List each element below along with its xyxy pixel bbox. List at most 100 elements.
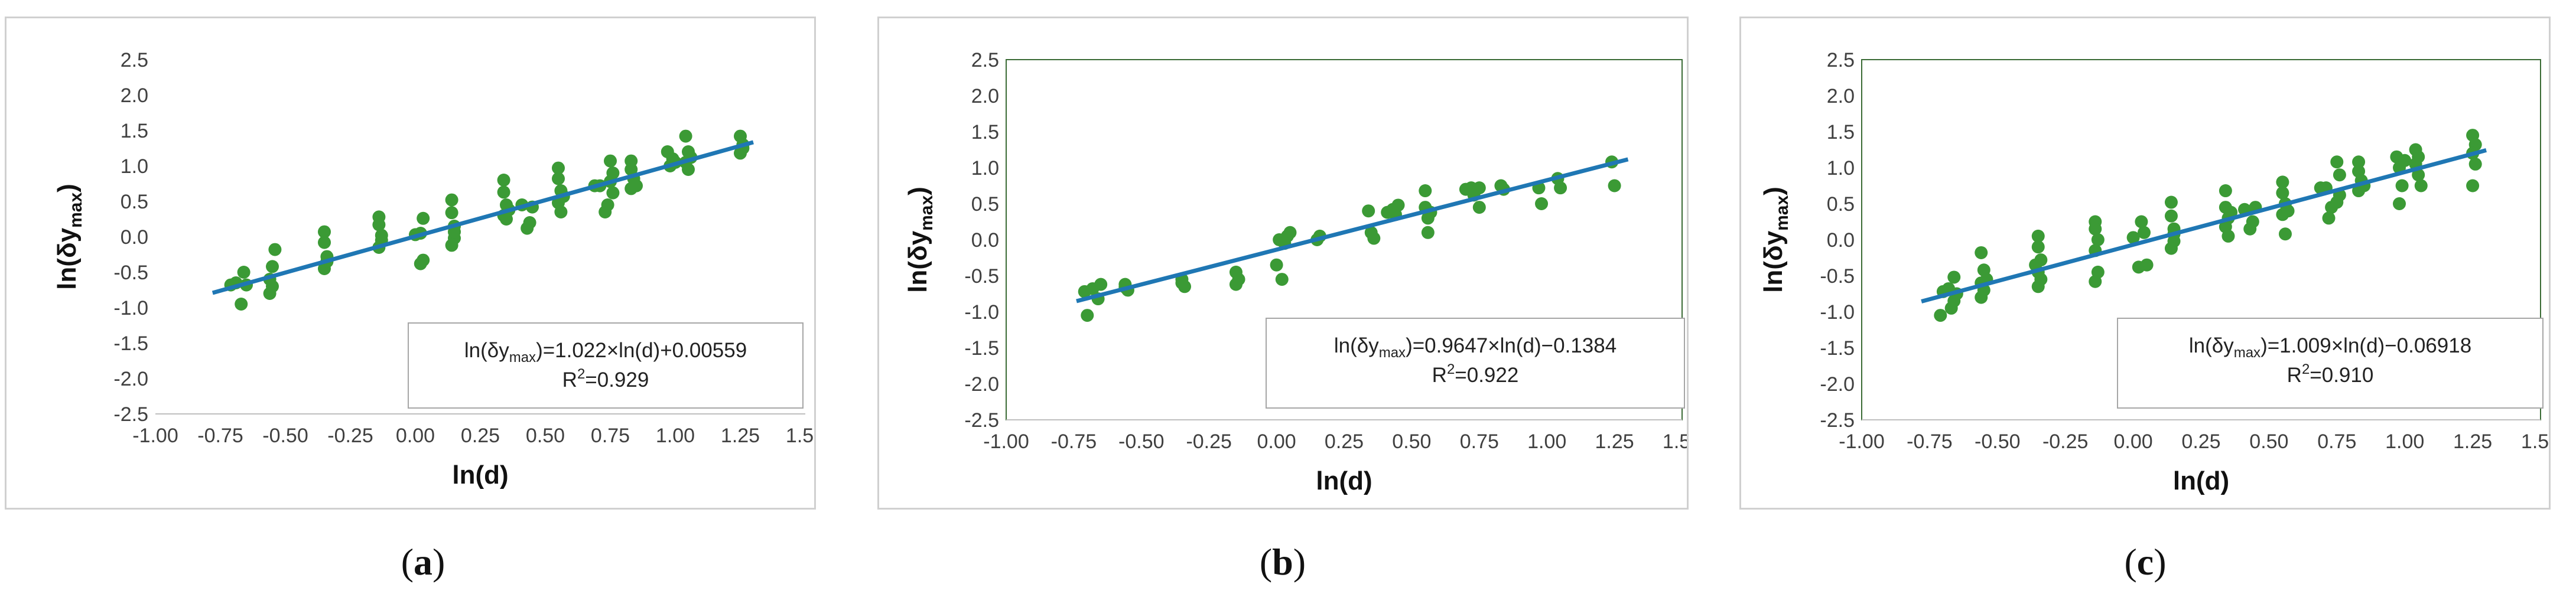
data-point [2091,233,2105,246]
data-point [2164,242,2178,255]
x-axis-title: ln(d) [1316,466,1372,495]
x-tick-label: -0.75 [197,425,243,447]
y-tick-label: -0.5 [1820,265,1855,288]
data-point [1283,226,1297,239]
y-tick-label: -1.0 [964,301,999,324]
data-point [2164,209,2178,223]
y-tick-label: -1.0 [1820,301,1855,324]
equation-box [408,322,804,409]
y-tick-label: -0.5 [964,265,999,288]
equation-lhs: ln(δy [464,339,509,362]
y-axis-title: ln(δymax) [903,187,936,293]
data-point [2222,229,2235,243]
x-tick-label: -0.50 [262,425,308,447]
regression-line [1076,157,1629,304]
data-point [2398,154,2412,167]
chart-panel-a: 2.5 2.0 1.5 1.0 0.5 0.0 -0.5 -1.0 -1.5 -2.0 -2.5 -1… [5,17,816,510]
data-point [1975,291,1988,304]
r-squared: R2=0.922 [1432,361,1519,387]
y-tick-label: 2.0 [1827,85,1855,107]
y-tick-label: 2.5 [1827,49,1855,71]
y-tick-label: 2.0 [121,84,148,107]
data-point [2219,184,2232,198]
data-point [2352,155,2366,169]
y-tick-label: -2.5 [964,409,999,432]
data-point [2412,168,2425,182]
r-squared-sup: 2 [577,366,585,382]
y-tick-label: -1.0 [113,297,148,319]
caption-c: (c) [2124,541,2167,583]
data-point [2322,211,2336,225]
y-tick-label: 2.5 [121,49,148,71]
x-tick-label: -0.25 [2042,430,2089,453]
data-point [1175,276,1189,290]
x-tick-label: 1.25 [1595,430,1634,453]
x-tick-label: 1.25 [2453,430,2492,453]
x-tick-label: -0.75 [1907,430,1953,453]
data-point [601,198,614,211]
data-point [1362,204,1375,218]
data-point [2031,229,2045,243]
regression-line [212,140,754,295]
data-point [630,179,643,192]
y-tick-label: 2.5 [971,49,999,71]
y-tick-label: 2.0 [971,85,999,107]
y-tick-label: 0.0 [971,229,999,252]
x-tick-label: 0.50 [2249,430,2288,453]
r-squared: R2=0.910 [2287,361,2374,387]
x-tick-label: 0.25 [461,425,500,447]
equation-lhs: ln(δy [1334,334,1379,357]
data-point [2140,258,2154,272]
data-point [414,257,427,270]
data-point [2333,168,2346,182]
data-point [1419,184,1432,198]
x-tick-label: 1.25 [721,425,760,447]
data-point [1094,278,1108,291]
y-tick-label: -2.5 [113,403,148,426]
data-point [2031,280,2045,293]
y-axis-title-close: ) [1759,187,1788,195]
data-point [2278,227,2292,241]
y-tick-label: 1.5 [1827,121,1855,143]
data-point [1081,309,1094,322]
x-tick-label: 0.25 [2181,430,2220,453]
r-squared-value: =0.910 [2310,364,2373,387]
r-squared-prefix: R [2287,364,2302,387]
x-tick-label: 0.00 [2114,430,2153,453]
y-tick-label: -1.5 [113,332,148,355]
data-point [318,225,331,239]
data-point [497,185,510,199]
r-squared: R2=0.929 [562,366,649,391]
data-point [1975,246,1988,259]
y-tick-label: 1.5 [121,120,148,142]
data-point [266,280,279,293]
data-point [1554,181,1567,195]
x-tick-label: 0.00 [1257,430,1296,453]
y-tick-label: 1.0 [1827,157,1855,180]
y-tick-label: -1.5 [1820,337,1855,360]
x-axis-title: ln(d) [452,461,508,489]
y-axis-title: ln(δymax) [53,184,86,290]
data-point [1608,179,1621,192]
x-axis-title: ln(d) [2173,466,2229,495]
data-point [1472,181,1486,195]
y-axis-title-main: ln(δy [53,227,82,289]
data-point [2393,197,2406,210]
regression-equation: ln(δymax)=1.022×ln(d)+0.00559 [464,339,747,365]
x-tick-label: -1.00 [1839,430,1885,453]
x-tick-label: 1.00 [1527,430,1566,453]
data-point [2246,215,2259,229]
x-tick-label: 0.75 [591,425,630,447]
equation-rhs: )=1.009×ln(d)−0.06918 [2260,334,2471,357]
x-tick-label: -1.00 [132,425,178,447]
data-point [2414,179,2428,192]
equation-box [1266,318,1685,409]
data-point [682,163,695,176]
data-point [445,239,458,252]
data-point [1934,309,1947,322]
data-point [1229,278,1243,291]
data-point [552,172,565,185]
data-point [604,154,617,168]
equation-rhs: )=0.9647×ln(d)−0.1384 [1406,334,1616,357]
data-point [2330,195,2344,209]
